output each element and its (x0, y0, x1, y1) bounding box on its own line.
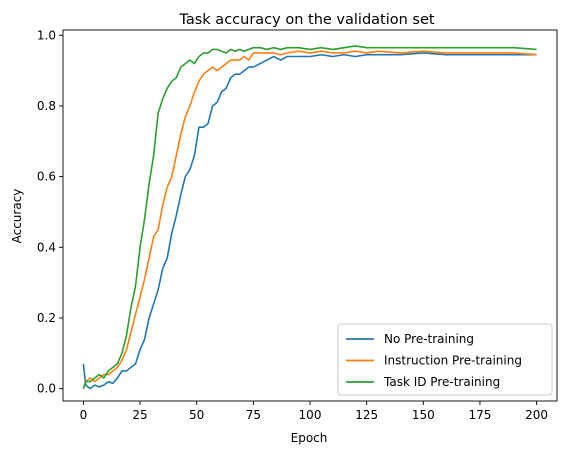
x-tick-label: 75 (246, 408, 261, 422)
legend-label: Instruction Pre-training (384, 354, 522, 368)
y-axis-title: Accuracy (10, 189, 24, 244)
x-tick-label: 0 (80, 408, 88, 422)
x-tick-label: 200 (525, 408, 548, 422)
y-tick-label: 0.4 (37, 240, 56, 254)
x-tick-label: 150 (412, 408, 435, 422)
x-tick-label: 50 (189, 408, 204, 422)
series-line-3 (82, 45, 537, 389)
legend: No Pre-training Instruction Pre-training T… (337, 323, 553, 396)
x-tick-label: 25 (132, 408, 147, 422)
x-tick-label: 100 (299, 408, 322, 422)
y-tick-label: 0.8 (37, 99, 56, 113)
legend-box (337, 323, 553, 396)
x-tick-label: 175 (469, 408, 492, 422)
y-tick-label: 1.0 (37, 28, 56, 42)
chart-title: Task accuracy on the validation set (178, 12, 434, 28)
series-line-2 (82, 50, 537, 389)
y-tick-label: 0.0 (37, 382, 56, 396)
series-layer (82, 45, 537, 390)
x-tick-label: 125 (355, 408, 378, 422)
series-line-1 (82, 52, 537, 390)
y-tick-label: 0.6 (37, 170, 56, 184)
x-axis: 0 25 50 75 100 125 150 175 200 (80, 401, 548, 422)
x-axis-title: Epoch (291, 431, 328, 445)
y-axis: 0.0 0.2 0.4 0.6 0.8 1.0 (37, 28, 63, 396)
legend-label: No Pre-training (384, 332, 474, 346)
y-tick-label: 0.2 (37, 311, 56, 325)
legend-label: Task ID Pre-training (383, 375, 500, 389)
